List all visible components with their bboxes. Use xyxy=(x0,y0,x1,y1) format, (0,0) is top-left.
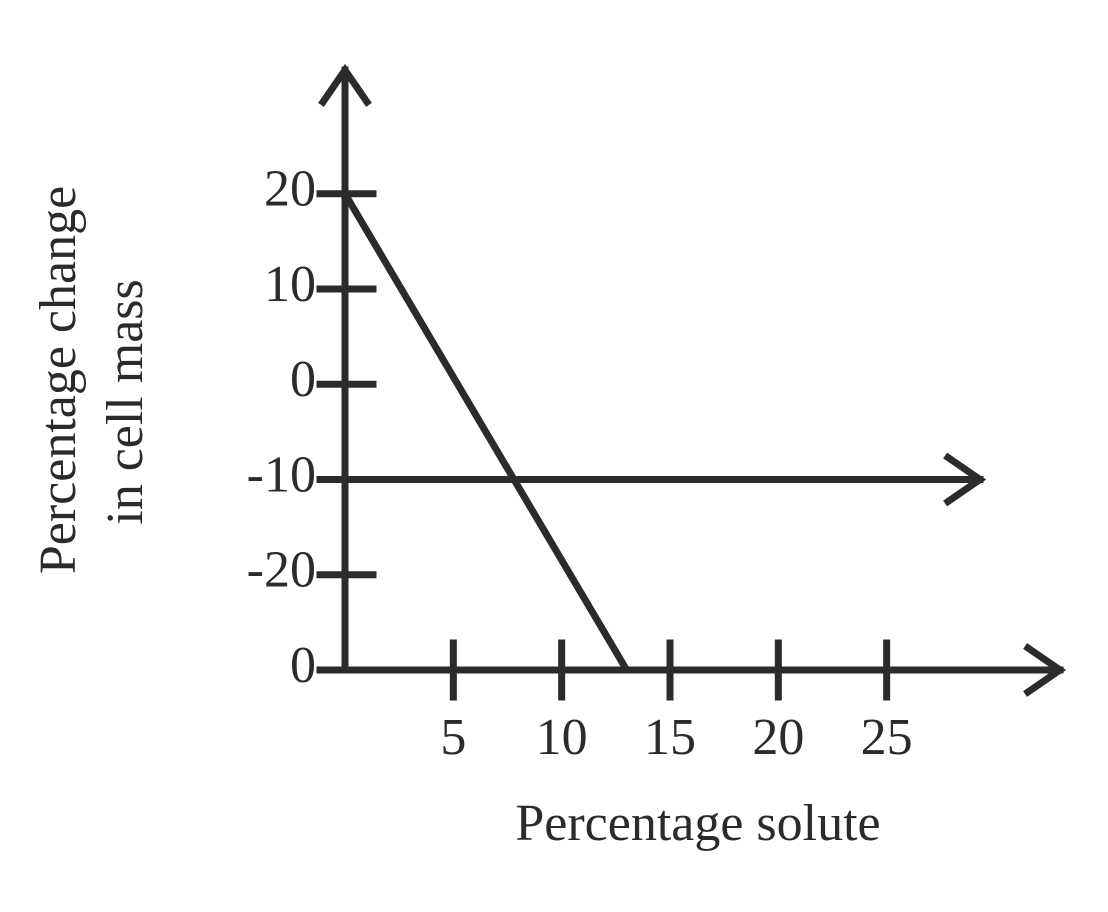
x-tick-label: 15 xyxy=(644,709,696,766)
y-tick-label: 0 xyxy=(290,351,316,408)
x-tick-label: 25 xyxy=(861,709,913,766)
y-tick-label: 10 xyxy=(264,256,316,313)
x-tick-label: 10 xyxy=(536,709,588,766)
y-tick-label: -10 xyxy=(247,446,316,503)
y-axis-label: Percentage change xyxy=(30,186,87,574)
x-tick-label: 20 xyxy=(752,709,804,766)
reference-line xyxy=(341,452,987,507)
data-line xyxy=(341,192,630,672)
y-tick-label: 0 xyxy=(290,637,316,694)
x-axis-label: Percentage solute xyxy=(515,795,880,852)
y-axis-label: in cell mass xyxy=(97,279,154,525)
x-axis xyxy=(341,643,1067,697)
x-tick-label: 5 xyxy=(440,709,466,766)
y-tick-label: -20 xyxy=(247,542,316,599)
y-tick-label: 20 xyxy=(264,161,316,218)
y-axis xyxy=(318,63,372,674)
